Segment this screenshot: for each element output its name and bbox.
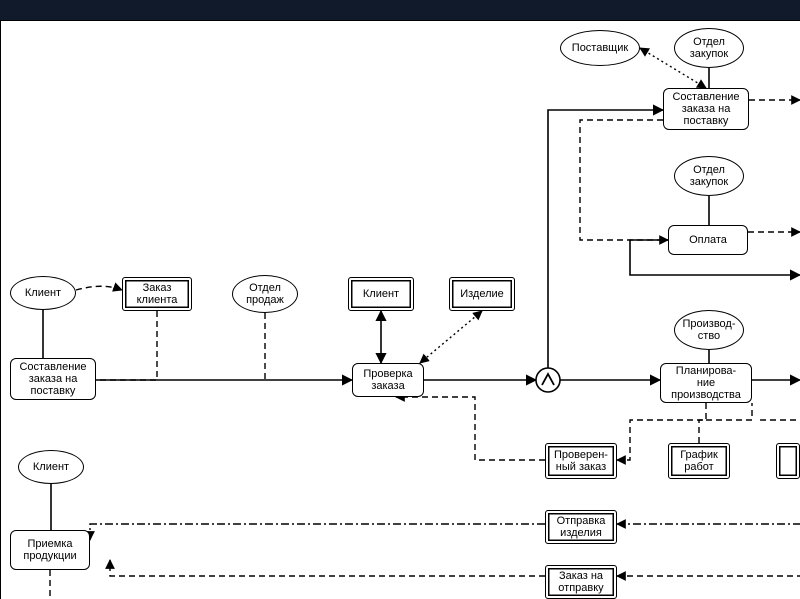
node-client2: Клиент (348, 277, 414, 311)
node-receive_prod: Приемкапродукции (10, 530, 90, 570)
node-client3: Клиент (18, 450, 84, 484)
node-label-receive_prod: Приемкапродукции (23, 538, 76, 562)
edge (548, 110, 663, 368)
edge (76, 286, 122, 290)
edge (110, 560, 545, 576)
node-check_order: Проверказаказа (352, 363, 424, 397)
node-checked_order: Проверен-ный заказ (545, 443, 617, 479)
node-label-ship_item: Отправкаизделия (557, 515, 606, 539)
node-label-checked_order: Проверен-ный заказ (554, 449, 608, 473)
node-label-dept_purch1: Отделзакупок (690, 36, 728, 60)
node-plan_prod: Планирова-ниепроизводства (660, 363, 752, 403)
node-order_client: Заказклиента (122, 277, 192, 311)
edge (699, 403, 752, 443)
gateway-node (536, 368, 560, 392)
node-label-client1: Клиент (25, 287, 61, 299)
node-dept_sales: Отделпродаж (232, 275, 298, 313)
node-compose_supply: Составлениезаказа напоставку (663, 88, 749, 130)
node-label-dept_purch2: Отделзакупок (690, 164, 728, 188)
node-label-order_client: Заказклиента (137, 282, 178, 306)
node-label-product: Изделие (460, 288, 504, 300)
node-payment: Оплата (668, 225, 748, 255)
edge (396, 397, 545, 460)
diagram-stage: { "meta": { "type": "flowchart", "width"… (0, 0, 800, 599)
node-client1: Клиент (10, 276, 76, 310)
node-off_box (776, 443, 800, 479)
node-dept_purch2: Отделзакупок (674, 156, 744, 196)
edge (96, 311, 157, 380)
node-label-compose_order: Составлениезаказа напоставку (19, 361, 86, 397)
node-ship_item: Отправкаизделия (545, 510, 617, 544)
edge (420, 311, 482, 363)
node-label-client2: Клиент (363, 288, 399, 300)
node-ship_order: Заказ наотправку (545, 565, 617, 599)
node-label-ship_order: Заказ наотправку (558, 570, 603, 594)
node-compose_order: Составлениезаказа напоставку (10, 358, 96, 400)
edge (580, 120, 668, 240)
edge (90, 524, 545, 540)
node-schedule: Графикработ (668, 443, 730, 479)
node-label-plan_prod: Планирова-ниепроизводства (671, 365, 741, 401)
node-label-compose_supply: Составлениезаказа напоставку (672, 91, 739, 127)
node-label-payment: Оплата (689, 234, 727, 246)
node-label-client3: Клиент (33, 461, 69, 473)
node-supplier: Поставщик (560, 30, 640, 66)
node-label-check_order: Проверказаказа (363, 368, 412, 392)
node-product: Изделие (449, 277, 515, 311)
node-dept_purch1: Отделзакупок (674, 28, 744, 68)
node-label-supplier: Поставщик (572, 42, 628, 54)
node-label-dept_sales: Отделпродаж (246, 282, 284, 306)
node-production: Производ-ство (674, 310, 744, 350)
node-label-schedule: Графикработ (680, 449, 718, 473)
node-label-production: Производ-ство (682, 318, 735, 342)
